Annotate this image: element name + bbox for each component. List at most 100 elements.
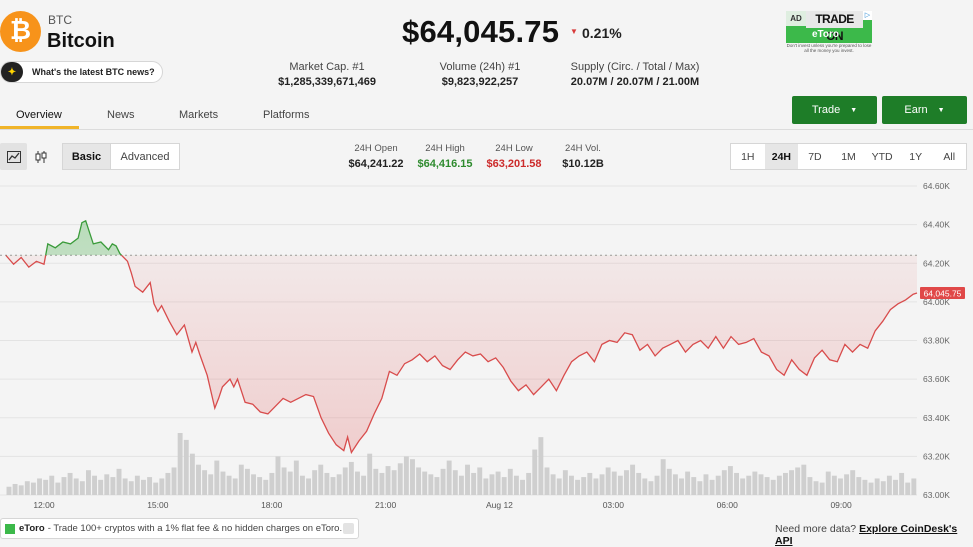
volume-bar (361, 475, 367, 495)
volume-bar (324, 472, 330, 495)
x-tick-label: 03:00 (603, 500, 625, 510)
volume-bar (862, 479, 868, 495)
volume-bar (593, 478, 599, 495)
volume-bar (526, 472, 532, 495)
volume-bar (703, 474, 709, 495)
supply-value: 20.07M / 20.07M / 21.00M (570, 76, 700, 88)
volume-bar (893, 479, 898, 495)
tabs-divider (0, 129, 973, 130)
coin-ticker: BTC (48, 13, 72, 27)
tab-markets[interactable]: Markets (179, 109, 219, 121)
volume-bar (263, 479, 269, 495)
price-chart[interactable]: 64.60K 64.40K 64.20K 64.00K 63.80K 63.60K 63.4… (0, 178, 973, 512)
ad-info-icon[interactable]: ▷ (863, 11, 872, 20)
candlestick-icon (35, 150, 46, 163)
volume-bar (831, 475, 837, 495)
volume-bar (232, 478, 238, 495)
earn-button[interactable]: Earn ▼ (882, 96, 967, 124)
volume-bar (98, 479, 104, 495)
tab-news[interactable]: News (107, 109, 135, 121)
latest-news-button[interactable]: ✦ What's the latest BTC news? (0, 61, 163, 83)
more-data-text: Need more data? (775, 523, 857, 535)
volume-bar (458, 475, 464, 495)
footer-ad-text: - Trade 100+ cryptos with a 1% flat fee … (47, 523, 343, 534)
range-1m-button[interactable]: 1M (841, 150, 856, 163)
range-ytd-button[interactable]: YTD (871, 150, 893, 163)
volume-bar (452, 470, 458, 495)
basic-view-button[interactable]: Basic (62, 143, 111, 170)
volume-bar (599, 474, 605, 495)
volume-bar (446, 460, 452, 495)
volume-bar (55, 482, 61, 495)
range-7d-button[interactable]: 7D (808, 150, 822, 163)
volume-bar (189, 453, 195, 495)
y-tick-label: 63.20K (923, 451, 950, 461)
volume-bar (403, 456, 409, 495)
x-tick-label: Aug 12 (486, 500, 513, 510)
time-range-selector: 1H 24H 7D 1M YTD 1Y All (730, 143, 967, 170)
volume-bar (367, 453, 373, 495)
line-chart-toggle[interactable] (0, 143, 27, 170)
range-24h-button[interactable]: 24H (764, 144, 799, 169)
current-price-label: 64,045.75 (924, 289, 962, 299)
volume-bar (257, 477, 263, 495)
api-link[interactable]: Explore CoinDesk's API (775, 523, 958, 547)
range-1h-button[interactable]: 1H (741, 150, 755, 163)
volume-bar (868, 482, 874, 495)
volume-bar (348, 461, 354, 495)
x-tick-label: 15:00 (147, 500, 169, 510)
etoro-footer-ad[interactable]: eToro - Trade 100+ cryptos with a 1% fla… (0, 518, 359, 539)
y-tick-label: 64.00K (923, 297, 950, 307)
volume-bar (886, 475, 892, 495)
volume-bar (465, 464, 470, 495)
volume-bar (746, 475, 752, 495)
volume-bar (691, 477, 697, 495)
volume-bar (819, 482, 825, 495)
advanced-view-button[interactable]: Advanced (110, 143, 180, 170)
tab-overview[interactable]: Overview (16, 109, 62, 121)
volume-bar (520, 479, 525, 495)
volume-bar (513, 475, 519, 495)
volume-bar (795, 467, 801, 495)
volume-bar (373, 468, 379, 495)
volume-bar (275, 456, 281, 495)
price-line-down (5, 255, 918, 455)
tab-platforms[interactable]: Platforms (263, 109, 310, 121)
volume-bar (789, 470, 795, 495)
volume-bar (37, 478, 42, 495)
y-tick-label: 63.80K (923, 336, 950, 346)
range-all-button[interactable]: All (943, 150, 956, 163)
volume-bar (483, 478, 489, 495)
volume-24h-label: 24H Vol. (565, 143, 601, 154)
volume-bar (153, 482, 159, 495)
footer-ad-brand: eToro (19, 523, 45, 534)
volume-bar (318, 464, 324, 495)
volume-bar (397, 463, 403, 495)
etoro-logo-icon (5, 523, 15, 534)
volume-bar (141, 479, 146, 495)
etoro-ad-banner[interactable]: AD TRADE ON eToro ▷ (786, 11, 872, 43)
y-tick-label: 63.00K (923, 490, 950, 500)
close-icon[interactable] (343, 523, 354, 534)
volume-bar (562, 470, 568, 495)
volume-bar (269, 472, 275, 495)
volume-bar (214, 460, 220, 495)
volume-bar (611, 471, 617, 495)
volume-bar (501, 477, 507, 495)
volume-bar (49, 475, 55, 495)
active-tab-indicator (0, 126, 79, 129)
trade-button[interactable]: Trade ▼ (792, 96, 877, 124)
volume-bar (440, 468, 446, 495)
range-1y-button[interactable]: 1Y (909, 150, 923, 163)
low-value: $63,201.58 (486, 158, 542, 170)
y-tick-label: 64.40K (923, 220, 950, 230)
candlestick-toggle[interactable] (27, 143, 54, 170)
volume-bar (147, 477, 153, 495)
bitcoin-logo-icon: ₿ (0, 11, 41, 52)
latest-news-label: What's the latest BTC news? (32, 67, 155, 77)
volume-bar (177, 433, 183, 495)
volume-bar (850, 470, 856, 495)
line-chart-icon (6, 150, 21, 163)
volume-bar (587, 472, 593, 495)
volume-bar (410, 459, 415, 495)
